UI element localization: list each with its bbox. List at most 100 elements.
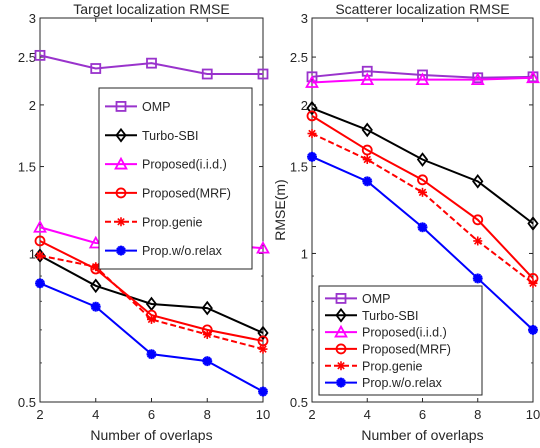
data-point [90,63,102,74]
data-point [416,152,429,167]
data-point [528,278,538,288]
y-tick-label: 2 [29,98,36,113]
data-point [258,344,268,354]
legend-label: Proposed(i.i.d.) [362,326,447,340]
data-point [472,214,484,226]
legend-box [318,285,483,396]
legend-marker [335,307,347,323]
data-point [201,68,213,80]
y-tick-label: 0.5 [290,395,308,410]
series-turbo-sbi [306,100,539,231]
data-point [307,129,317,139]
legend-label: OMP [142,100,170,114]
data-point [256,240,270,254]
data-point [528,324,538,335]
x-tick-label: 4 [92,407,99,422]
series-line [311,76,534,84]
data-point [35,251,45,261]
chart-1: Target localization RMSE 2 4 6 8 10 0.5 1 1.5 2 2.… [18,1,270,443]
legend-marker [116,245,126,256]
legend-marker [334,324,348,338]
chart-2: Scatterer localization RMSE 2 4 6 8 10 0.5 1 1.5… [272,1,540,443]
legend-marker [335,343,347,355]
legend-item: Turbo-SBI [105,127,199,143]
legend-item: Proposed(i.i.d.) [105,156,227,172]
data-point [360,72,375,86]
data-point [527,216,539,231]
series-prop-genie [35,251,268,354]
data-point [258,386,268,397]
series-omp [34,49,269,80]
series-line [311,115,534,280]
y-tick-label: 2.5 [290,50,308,65]
series-proposed-i-i-d [305,70,540,88]
data-point [472,273,483,284]
chart-title: Scatterer localization RMSE [335,1,509,17]
y-tick-label: 1.5 [18,160,36,175]
x-tick-label: 8 [474,407,481,422]
legend-label: Turbo-SBI [142,129,199,143]
legend-item: OMP [325,292,390,306]
data-point [88,235,103,249]
legend-marker [115,127,127,143]
data-point [472,174,484,189]
data-point [418,187,427,197]
data-point [417,174,428,186]
data-point [146,57,157,69]
legend-label: Proposed(MRF) [362,342,451,356]
legend-label: Prop.genie [142,215,203,229]
series-line [39,254,264,334]
legend-item: Turbo-SBI [325,307,419,323]
data-point [473,236,483,246]
y-tick-label: 0.5 [18,395,36,410]
data-point [361,144,373,156]
data-point [202,356,213,367]
legend-label: OMP [362,292,390,306]
x-tick-label: 2 [36,407,43,422]
legend-item: Prop.genie [105,215,203,229]
data-point [257,325,269,341]
legend-marker [116,217,126,227]
legend-item: Proposed(i.i.d.) [325,324,447,340]
legend-marker [114,156,128,170]
y-tick-label: 3 [29,11,36,26]
data-point [34,49,46,61]
legend-item: Prop.w/o.relax [105,244,223,258]
legend-marker [335,293,347,304]
x-axis-label: Number of overlaps [90,427,212,443]
x-tick-label: 4 [364,407,371,422]
x-axis-label: Number of overlaps [361,427,483,443]
data-point [417,222,428,233]
series-line [39,254,264,351]
legend-marker [336,361,346,371]
chart-title: Target localization RMSE [73,1,229,17]
legend: OMP Turbo-SBI Proposed(i.i.d.) Proposed(MRF… [318,285,483,396]
data-point [34,235,46,247]
x-tick-label: 6 [148,407,155,422]
series-proposed-mrf [306,110,539,284]
data-point [146,349,157,360]
y-tick-label: 2.5 [18,50,36,65]
data-point [90,301,101,312]
data-point [361,122,373,138]
data-point [35,278,45,289]
legend: OMP Turbo-SBI Proposed(i.i.d.) Proposed(MRF… [98,87,253,270]
legend-label: Turbo-SBI [362,309,419,323]
data-point [415,72,430,86]
data-point [306,110,318,122]
x-tick-label: 8 [204,407,211,422]
data-point [257,68,269,80]
x-tick-label: 10 [256,407,270,422]
legend-label: Prop.genie [362,359,423,373]
data-point [33,219,47,233]
legend-item: Prop.w/o.relax [325,376,443,390]
data-point [470,72,485,86]
data-point [90,278,102,294]
legend-item: Proposed(MRF) [105,186,231,200]
data-point [202,330,212,340]
legend-item: Prop.genie [325,359,423,373]
y-tick-label: 2 [301,98,308,113]
legend-item: OMP [105,100,170,114]
x-tick-label: 6 [419,407,426,422]
